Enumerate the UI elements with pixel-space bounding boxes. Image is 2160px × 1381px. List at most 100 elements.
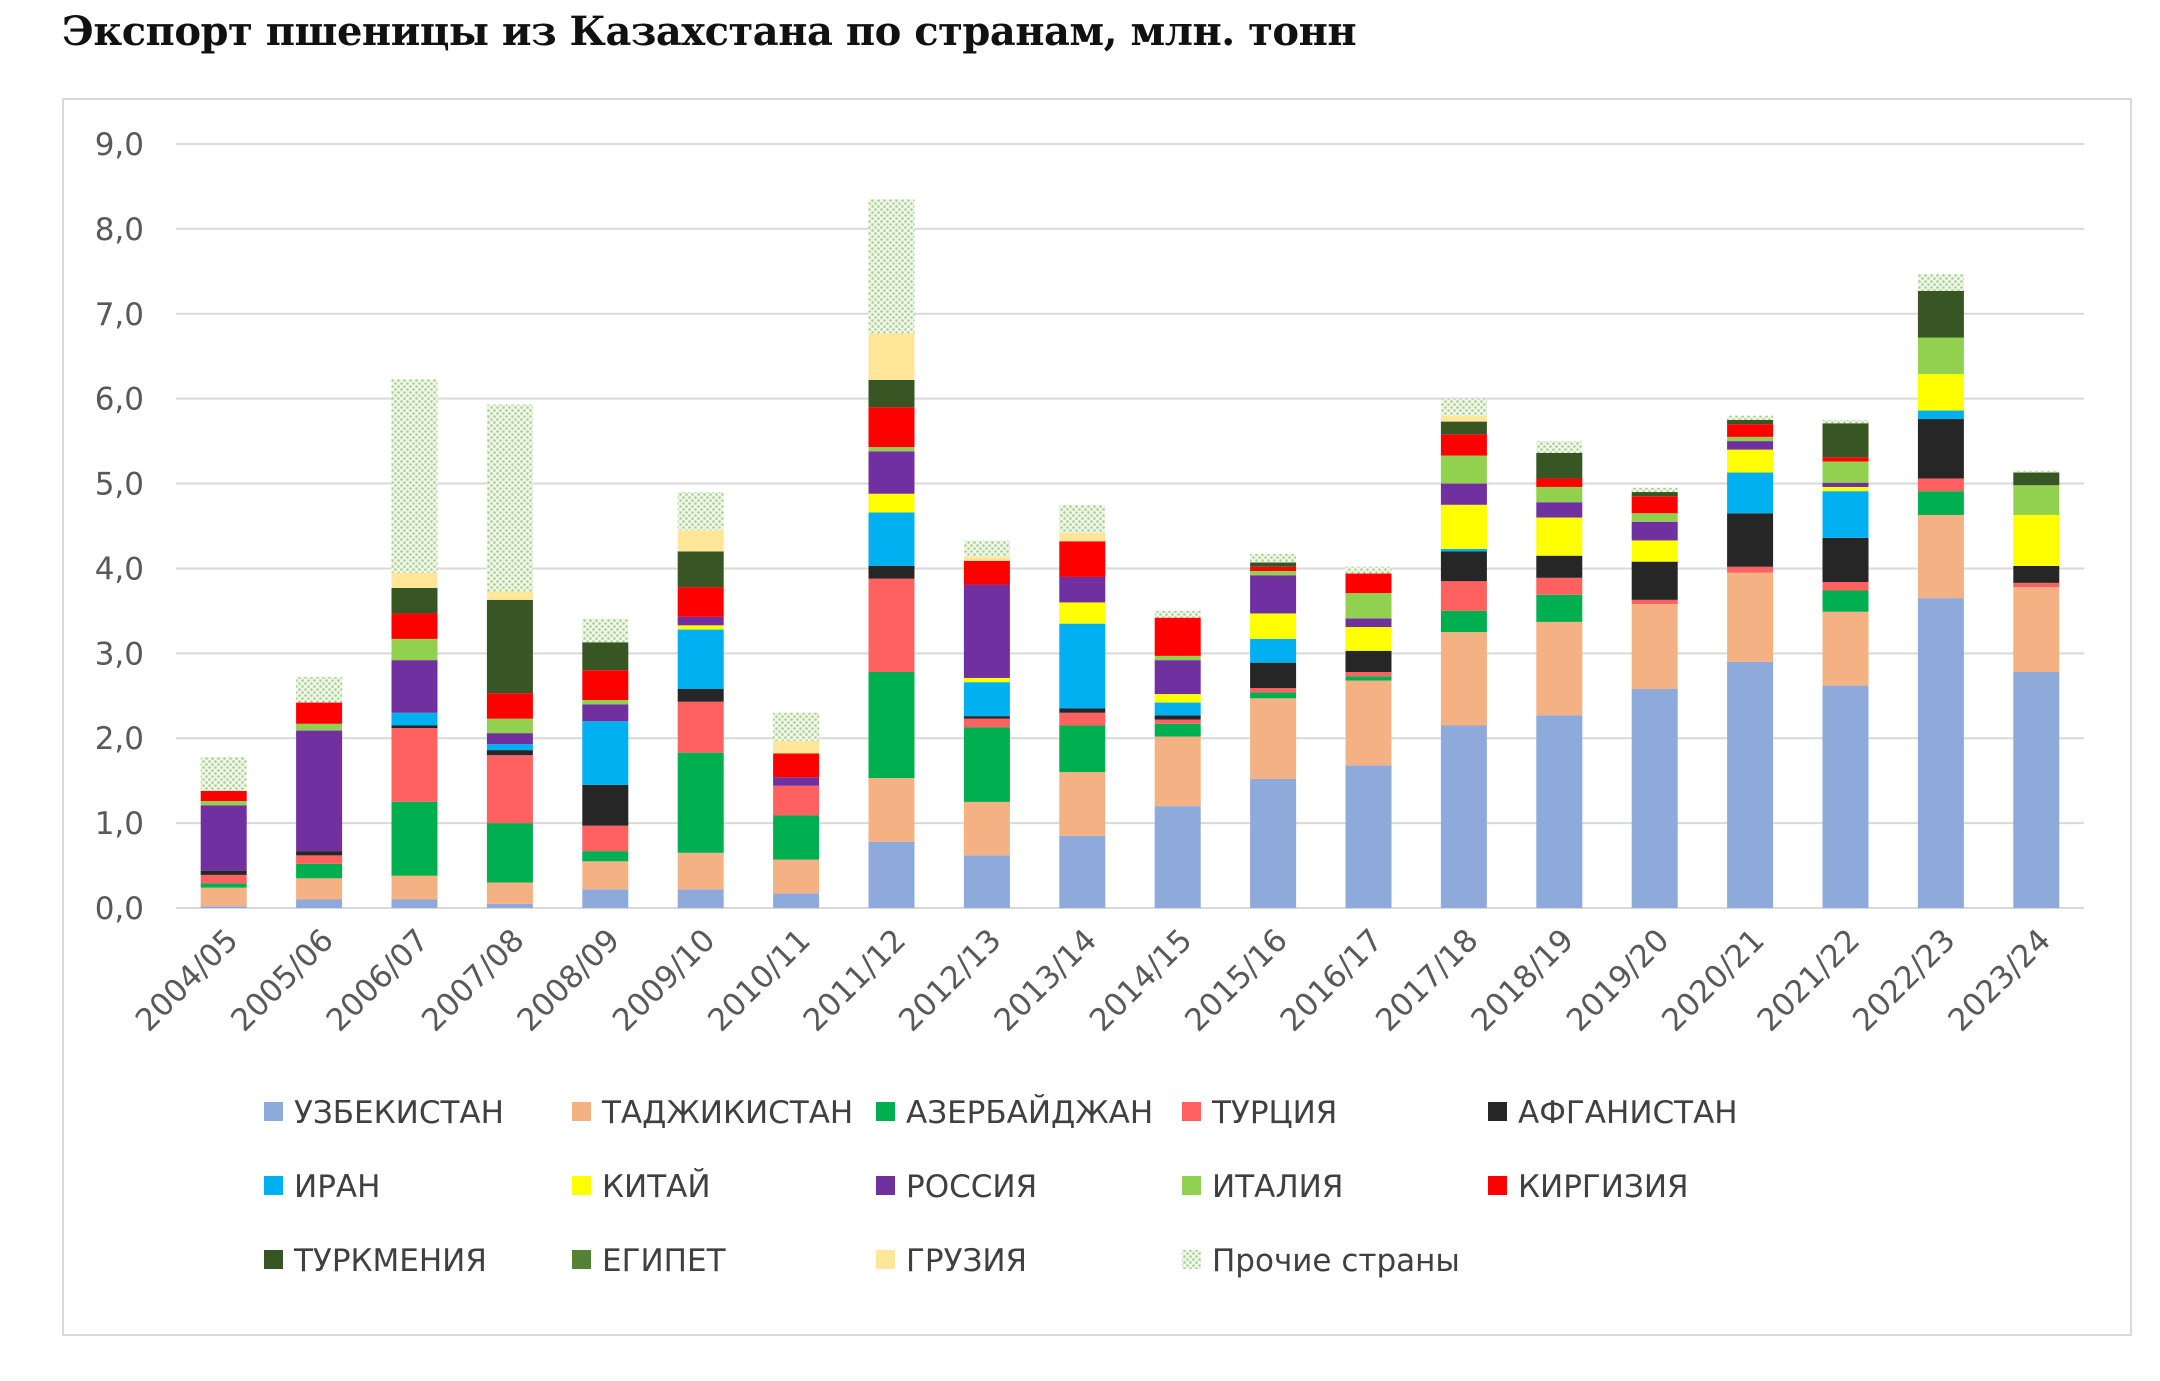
bar-segment [2013, 472, 2060, 486]
stacked-bar-chart: 0,01,02,03,04,05,06,07,08,09,0 2004/0520… [95, 127, 2084, 1279]
x-tick-label: 2005/06 [224, 922, 341, 1039]
bar-segment [1250, 613, 1297, 639]
bar-segment [296, 899, 343, 908]
x-tick-label: 2017/18 [1369, 922, 1486, 1039]
bar-segment [2013, 582, 2060, 588]
bar-segment [1059, 725, 1106, 773]
bars [200, 199, 2060, 908]
x-axis: 2004/052005/062006/072007/082008/092009/… [129, 922, 2058, 1039]
bar-segment [963, 682, 1010, 717]
bar-segment [963, 584, 1010, 678]
bar-segment [1727, 441, 1774, 450]
chart-title: Экспорт пшеницы из Казахстана по странам… [62, 8, 1357, 55]
bar-segment [1631, 599, 1678, 605]
bar-segment [1250, 692, 1297, 699]
bar-segment [1440, 581, 1487, 611]
bar-segment [486, 718, 533, 734]
bar-segment [1536, 577, 1583, 595]
bar-segment [1059, 712, 1106, 726]
bar-segment [582, 889, 629, 908]
bar-segment [296, 878, 343, 900]
bar-segment [486, 750, 533, 756]
bar-segment [963, 716, 1010, 719]
bar-segment [391, 899, 438, 908]
bar-segment [391, 613, 438, 639]
bar-segment [1631, 604, 1678, 689]
bar-segment [868, 578, 915, 673]
bar-segment [963, 855, 1010, 908]
y-tick-label: 0,0 [95, 891, 144, 927]
bar-segment [868, 565, 915, 579]
y-tick-label: 1,0 [95, 806, 144, 842]
y-tick-label: 4,0 [95, 551, 144, 587]
y-tick-label: 8,0 [95, 212, 144, 248]
bar-segment [1440, 483, 1487, 505]
bar-segment [1250, 778, 1297, 908]
bar-segment [1440, 398, 1487, 416]
bar-segment [1536, 441, 1583, 453]
bar-segment [1822, 491, 1869, 538]
bar-segment [1631, 496, 1678, 514]
y-axis: 0,0 1,0 2,0 3,0 4,0 5,0 6,0 7,0 8,0 9,0 [95, 127, 144, 927]
bar-segment [1059, 576, 1106, 603]
bar-segment [2013, 587, 2060, 673]
bar-segment [582, 642, 629, 671]
x-tick-label: 2013/14 [987, 922, 1104, 1039]
bar-segment [1440, 421, 1487, 435]
bar-segment [868, 379, 915, 408]
chart-area: 0,0 1,0 2,0 3,0 4,0 5,0 6,0 7,0 8,0 9,0 2004/05 20… [62, 98, 2132, 1336]
bar-segment [1250, 638, 1297, 663]
x-tick-label: 2004/05 [129, 922, 246, 1039]
bar-segment [1917, 491, 1964, 515]
bar-segment [1059, 835, 1106, 908]
bar-segment [677, 551, 724, 588]
x-tick-label: 2016/17 [1274, 922, 1391, 1039]
legend-swatch [1488, 1176, 1507, 1195]
bar-segment [1536, 517, 1583, 556]
bar-segment [1250, 575, 1297, 614]
x-tick-label: 2023/24 [1941, 922, 2058, 1039]
legend-label: АЗЕРБАЙДЖАН [906, 1095, 1153, 1131]
bar-segment [200, 870, 247, 875]
bar-segment [1154, 719, 1201, 724]
bar-segment [200, 887, 247, 907]
bar-segment [1059, 504, 1106, 533]
bar-segment [486, 755, 533, 824]
bar-segment [296, 851, 343, 856]
bar-segment [1917, 410, 1964, 420]
legend-swatch [876, 1102, 895, 1121]
x-tick-label: 2015/16 [1178, 922, 1295, 1039]
bar-segment [1250, 688, 1297, 693]
bar-segment [486, 404, 533, 592]
gridlines [176, 143, 2084, 909]
bar-segment [1536, 452, 1583, 479]
bar-segment [1631, 688, 1678, 908]
bar-segment [200, 801, 247, 806]
bar-segment [1154, 610, 1201, 618]
bar-segment [677, 625, 724, 630]
bar-segment [1727, 513, 1774, 567]
legend-swatch [572, 1176, 591, 1195]
legend-label: ТАДЖИКИСТАН [601, 1095, 853, 1131]
bar-segment [1345, 593, 1392, 619]
bar-segment [1059, 602, 1106, 624]
bar-segment [1059, 772, 1106, 836]
bar-segment [1727, 472, 1774, 514]
bar-segment [1440, 610, 1487, 633]
bar-segment [1250, 698, 1297, 779]
bar-segment [773, 815, 820, 860]
bar-segment [296, 702, 343, 724]
bar-segment [1536, 621, 1583, 716]
bar-segment [296, 863, 343, 879]
bar-segment [868, 493, 915, 513]
bar-segment [200, 874, 247, 884]
x-tick-label: 2014/15 [1083, 922, 1200, 1039]
bar-segment [582, 825, 629, 852]
bar-segment [1727, 415, 1774, 420]
bar-segment [1250, 562, 1297, 567]
bar-segment [677, 616, 724, 626]
bar-segment [2013, 485, 2060, 515]
bar-segment [1631, 540, 1678, 562]
bar-segment [391, 660, 438, 713]
bar-segment [1250, 566, 1297, 571]
